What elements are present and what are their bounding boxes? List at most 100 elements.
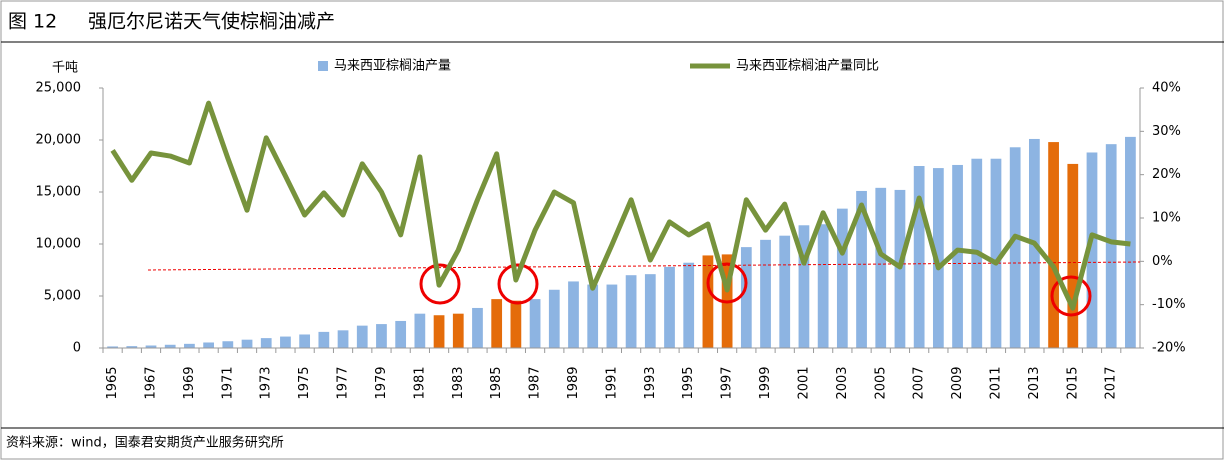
bar: [491, 299, 503, 348]
y-tick-label: 0: [73, 341, 81, 356]
bar: [990, 158, 1002, 348]
highlight-circle: [706, 262, 748, 304]
bar: [740, 247, 752, 348]
y2-tick-label: 30%: [1152, 124, 1181, 139]
x-tick-label: 2001: [796, 366, 811, 399]
legend-label: 马来西亚棕榈油产量: [334, 59, 451, 74]
x-tick-label: 1991: [604, 366, 619, 399]
x-tick-label: 1977: [336, 366, 351, 399]
bar: [529, 299, 541, 348]
x-tick-label: 1985: [489, 366, 504, 399]
x-tick-label: 1993: [643, 366, 658, 399]
bar: [414, 313, 426, 348]
y2-tick-label: -20%: [1152, 341, 1186, 356]
x-tick-label: 1969: [182, 366, 197, 399]
x-tick-label: 1995: [681, 366, 696, 399]
y-tick-label: 20,000: [36, 133, 82, 148]
bar: [452, 313, 464, 348]
bar: [568, 281, 579, 348]
x-tick-label: 2011: [988, 366, 1003, 399]
x-tick-label: 1975: [297, 366, 312, 399]
bar: [260, 338, 272, 348]
x-tick-label: 1973: [259, 366, 274, 399]
x-tick-label: 1971: [220, 366, 235, 399]
bar: [376, 324, 387, 348]
bar: [145, 345, 157, 348]
y-unit: 千吨: [52, 61, 78, 76]
bar: [625, 275, 637, 348]
y2-tick-label: 0%: [1152, 254, 1173, 269]
x-tick-label: 1967: [144, 366, 159, 399]
bar: [606, 284, 618, 348]
x-tick-label: 1981: [412, 366, 427, 399]
x-tick-label: 1997: [720, 366, 735, 399]
bar: [952, 164, 963, 348]
x-tick-label: 2003: [835, 366, 850, 399]
bar: [280, 336, 291, 348]
bar: [779, 235, 791, 348]
highlight-circle: [1050, 275, 1092, 317]
y-tick-label: 10,000: [36, 237, 82, 252]
x-tick-label: 2007: [912, 366, 927, 399]
line: [110, 100, 1131, 311]
x-tick-label: 1979: [374, 366, 389, 399]
bar: [760, 239, 771, 348]
bar: [472, 307, 483, 348]
bar: [395, 320, 407, 348]
bar: [644, 274, 656, 348]
bar: [683, 262, 695, 348]
bar: [875, 187, 887, 348]
bar: [1067, 163, 1079, 348]
x-tick-label: 1983: [451, 366, 466, 399]
bar: [203, 342, 214, 348]
bar: [587, 284, 599, 348]
bar: [126, 346, 138, 348]
annotations: [147, 261, 1141, 317]
bar: [107, 346, 118, 348]
x-tick-label: 2015: [1065, 366, 1080, 399]
bar: [1048, 142, 1059, 348]
bar: [241, 339, 253, 348]
bar: [664, 266, 675, 348]
bar: [318, 331, 330, 348]
bar: [510, 300, 522, 348]
x-tick-label: 1989: [566, 366, 581, 399]
y2-tick-label: 10%: [1152, 211, 1181, 226]
x-tick-label: 1987: [528, 366, 543, 399]
y2-tick-label: 20%: [1152, 167, 1181, 182]
y2-tick-label: 40%: [1152, 81, 1181, 96]
bar: [356, 325, 368, 348]
bar: [932, 168, 944, 348]
bar: [836, 208, 848, 348]
bar: [299, 334, 311, 348]
bar: [856, 190, 867, 348]
chart-title: 强厄尔尼诺天气使棕榈油减产: [88, 11, 335, 33]
bar: [1105, 144, 1117, 348]
bar: [433, 315, 445, 348]
highlight-circle: [497, 263, 539, 305]
highlight-circle: [419, 263, 461, 305]
source: 资料来源：wind，国泰君安期货产业服务研究所: [6, 435, 284, 451]
bar: [817, 224, 829, 348]
bar: [798, 225, 810, 348]
zero-reference: [147, 261, 1141, 271]
bar: [548, 289, 560, 348]
bar: [164, 344, 176, 348]
bar: [913, 166, 925, 348]
x-tick-label: 2013: [1027, 366, 1042, 399]
legend-swatch: [318, 61, 328, 71]
y-tick-label: 5,000: [44, 289, 81, 304]
bar: [702, 255, 714, 348]
bar: [337, 330, 349, 348]
x-tick-label: 2005: [873, 366, 888, 399]
bar: [184, 343, 195, 348]
x-tick-label: 1965: [105, 366, 120, 399]
bar: [1009, 147, 1021, 348]
y-tick-label: 15,000: [36, 185, 82, 200]
y2-tick-label: -10%: [1152, 297, 1186, 312]
legend-label: 马来西亚棕榈油产量同比: [736, 59, 879, 74]
bar: [222, 341, 234, 348]
x-tick-label: 1999: [758, 366, 773, 399]
